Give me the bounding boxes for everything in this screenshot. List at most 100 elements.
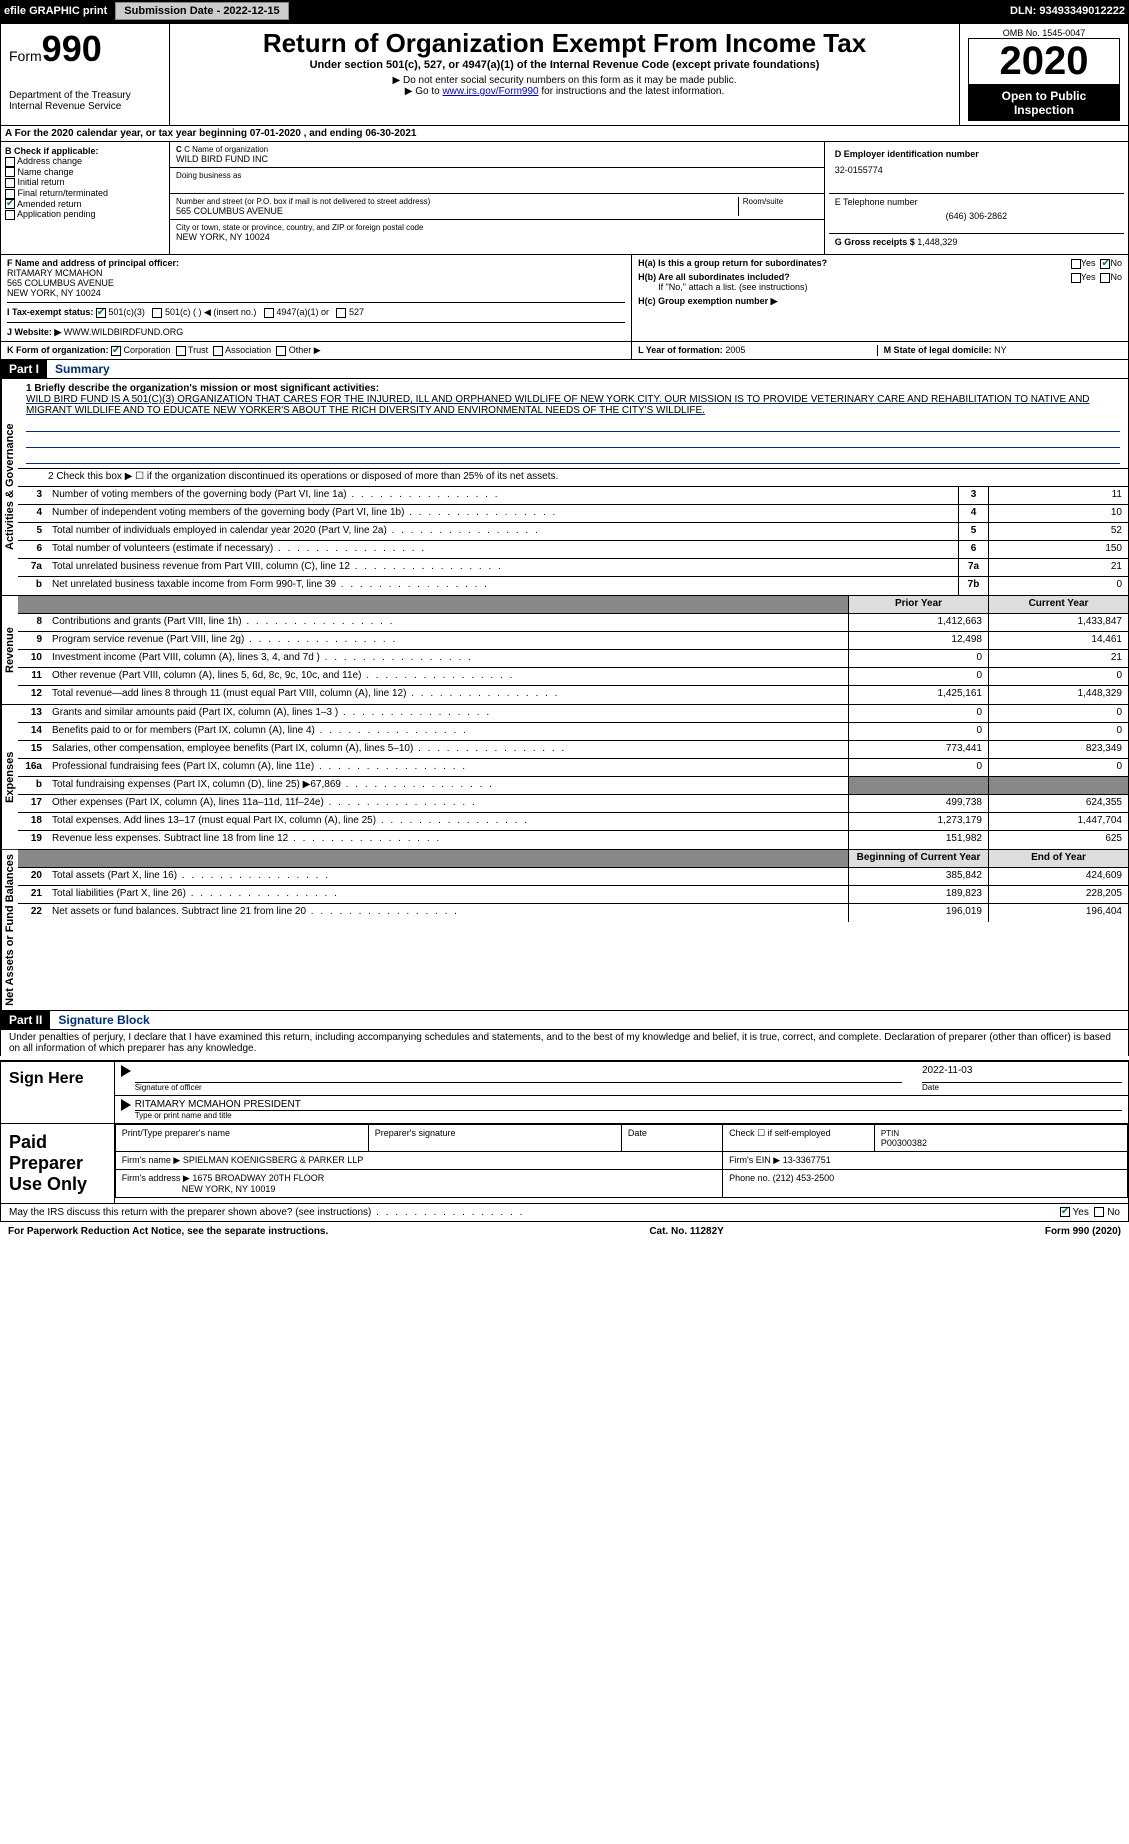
omb-label: OMB No. 1545-0047 — [968, 28, 1120, 38]
501c3-checkbox[interactable] — [96, 308, 106, 318]
box-b-checkbox[interactable] — [5, 178, 15, 188]
box-b-checkbox[interactable] — [5, 157, 15, 167]
table-row: 13Grants and similar amounts paid (Part … — [18, 705, 1128, 723]
arrow-icon — [121, 1099, 131, 1111]
form-subtitle: Under section 501(c), 527, or 4947(a)(1)… — [178, 59, 951, 71]
table-row: bNet unrelated business taxable income f… — [18, 577, 1128, 595]
table-row: 11Other revenue (Part VIII, column (A), … — [18, 668, 1128, 686]
table-row: 7aTotal unrelated business revenue from … — [18, 559, 1128, 577]
sign-here-block: Sign Here Signature of officer 2022-11-0… — [0, 1060, 1129, 1124]
info-grid-mid: F Name and address of principal officer:… — [0, 255, 1129, 342]
ha-no-checkbox[interactable] — [1100, 259, 1110, 269]
governance-label: Activities & Governance — [1, 379, 18, 595]
form-title: Return of Organization Exempt From Incom… — [178, 28, 951, 59]
top-bar: efile GRAPHIC print Submission Date - 20… — [0, 0, 1129, 22]
table-row: 4Number of independent voting members of… — [18, 505, 1128, 523]
expenses-label: Expenses — [1, 705, 18, 849]
box-b-checkbox[interactable] — [5, 199, 15, 209]
firm-phone: (212) 453-2500 — [773, 1173, 835, 1183]
governance-table: Activities & Governance 1 Briefly descri… — [0, 379, 1129, 596]
officer-name-label: Type or print name and title — [135, 1111, 1122, 1120]
box-b-item: Application pending — [5, 209, 165, 220]
preparer-sig-hdr: Preparer's signature — [368, 1124, 621, 1151]
table-row: 16aProfessional fundraising fees (Part I… — [18, 759, 1128, 777]
4947-checkbox[interactable] — [264, 308, 274, 318]
info-grid-bot: K Form of organization: Corporation Trus… — [0, 342, 1129, 360]
preparer-date-hdr: Date — [621, 1124, 722, 1151]
part-i-header: Part I Summary — [0, 360, 1129, 379]
box-b-item: Address change — [5, 156, 165, 167]
form-header: Form990 Department of the Treasury Inter… — [0, 22, 1129, 126]
arrow-icon — [121, 1065, 131, 1077]
ha-yes-checkbox[interactable] — [1071, 259, 1081, 269]
info-grid-top: B Check if applicable: Address change Na… — [0, 142, 1129, 255]
527-checkbox[interactable] — [336, 308, 346, 318]
box-c-addr: Number and street (or P.O. box if mail i… — [170, 194, 824, 220]
form-note2: ▶ Go to www.irs.gov/Form990 for instruct… — [178, 86, 951, 97]
box-h-c: H(c) Group exemption number ▶ — [638, 296, 1122, 307]
table-row: 18Total expenses. Add lines 13–17 (must … — [18, 813, 1128, 831]
footer-left: For Paperwork Reduction Act Notice, see … — [8, 1226, 328, 1237]
assoc-checkbox[interactable] — [213, 346, 223, 356]
box-b: B Check if applicable: Address change Na… — [1, 142, 170, 254]
box-b-item: Amended return — [5, 199, 165, 210]
tax-year: 2020 — [968, 38, 1120, 85]
hb-yes-checkbox[interactable] — [1071, 273, 1081, 283]
box-b-item: Name change — [5, 167, 165, 178]
box-c-city: City or town, state or province, country… — [170, 220, 824, 245]
box-m: M State of legal domicile: NY — [877, 345, 1122, 356]
date-label: Date — [922, 1083, 1122, 1092]
line-2: 2 Check this box ▶ ☐ if the organization… — [18, 469, 1128, 486]
table-row: 6Total number of volunteers (estimate if… — [18, 541, 1128, 559]
form-number: Form990 — [9, 28, 161, 70]
revenue-table: Revenue Prior Year Current Year 8Contrib… — [0, 596, 1129, 705]
box-h-a: H(a) Is this a group return for subordin… — [638, 258, 1122, 268]
page-footer: For Paperwork Reduction Act Notice, see … — [0, 1222, 1129, 1241]
box-l: L Year of formation: 2005 — [638, 345, 876, 356]
paid-preparer-label: Paid Preparer Use Only — [1, 1124, 114, 1203]
box-b-checkbox[interactable] — [5, 167, 15, 177]
efile-label: efile GRAPHIC print — [4, 5, 107, 17]
declaration-text: Under penalties of perjury, I declare th… — [0, 1030, 1129, 1056]
corp-checkbox[interactable] — [111, 346, 121, 356]
table-row: 14Benefits paid to or for members (Part … — [18, 723, 1128, 741]
box-b-item: Final return/terminated — [5, 188, 165, 199]
box-b-item: Initial return — [5, 177, 165, 188]
preparer-name-hdr: Print/Type preparer's name — [115, 1124, 368, 1151]
signature-label: Signature of officer — [135, 1083, 902, 1092]
discuss-yes-checkbox[interactable] — [1060, 1207, 1070, 1217]
table-row: 5Total number of individuals employed in… — [18, 523, 1128, 541]
hb-no-checkbox[interactable] — [1100, 273, 1110, 283]
table-row: 3Number of voting members of the governi… — [18, 487, 1128, 505]
dln-label: DLN: 93493349012222 — [1010, 5, 1125, 17]
net-header-row: Beginning of Current Year End of Year — [18, 850, 1128, 868]
box-c-name: C C Name of organization WILD BIRD FUND … — [170, 142, 824, 168]
table-row: bTotal fundraising expenses (Part IX, co… — [18, 777, 1128, 795]
box-b-checkbox[interactable] — [5, 189, 15, 199]
paid-preparer-block: Paid Preparer Use Only Print/Type prepar… — [0, 1124, 1129, 1204]
fin-header-row: Prior Year Current Year — [18, 596, 1128, 614]
preparer-table: Print/Type preparer's name Preparer's si… — [115, 1124, 1128, 1198]
discuss-no-checkbox[interactable] — [1094, 1207, 1104, 1217]
irs-link[interactable]: www.irs.gov/Form990 — [442, 86, 538, 97]
officer-name: RITAMARY MCMAHON PRESIDENT — [135, 1099, 1122, 1111]
mission-box: 1 Briefly describe the organization's mi… — [18, 379, 1128, 469]
box-b-checkbox[interactable] — [5, 210, 15, 220]
submission-date-button[interactable]: Submission Date - 2022-12-15 — [115, 2, 288, 20]
table-row: 10Investment income (Part VIII, column (… — [18, 650, 1128, 668]
table-row: 19Revenue less expenses. Subtract line 1… — [18, 831, 1128, 849]
revenue-label: Revenue — [1, 596, 18, 704]
sign-here-label: Sign Here — [1, 1062, 114, 1123]
net-assets-table: Net Assets or Fund Balances Beginning of… — [0, 850, 1129, 1011]
discuss-row: May the IRS discuss this return with the… — [0, 1204, 1129, 1222]
firm-name: SPIELMAN KOENIGSBERG & PARKER LLP — [183, 1155, 363, 1165]
501c-checkbox[interactable] — [152, 308, 162, 318]
box-k: K Form of organization: Corporation Trus… — [1, 342, 632, 359]
box-g: G Gross receipts $ 1,448,329 — [829, 234, 1124, 250]
box-d: D Employer identification number 32-0155… — [829, 146, 1124, 194]
sign-date: 2022-11-03 — [922, 1065, 1122, 1083]
firm-addr1: 1675 BROADWAY 20TH FLOOR — [192, 1173, 324, 1183]
table-row: 15Salaries, other compensation, employee… — [18, 741, 1128, 759]
trust-checkbox[interactable] — [176, 346, 186, 356]
other-checkbox[interactable] — [276, 346, 286, 356]
